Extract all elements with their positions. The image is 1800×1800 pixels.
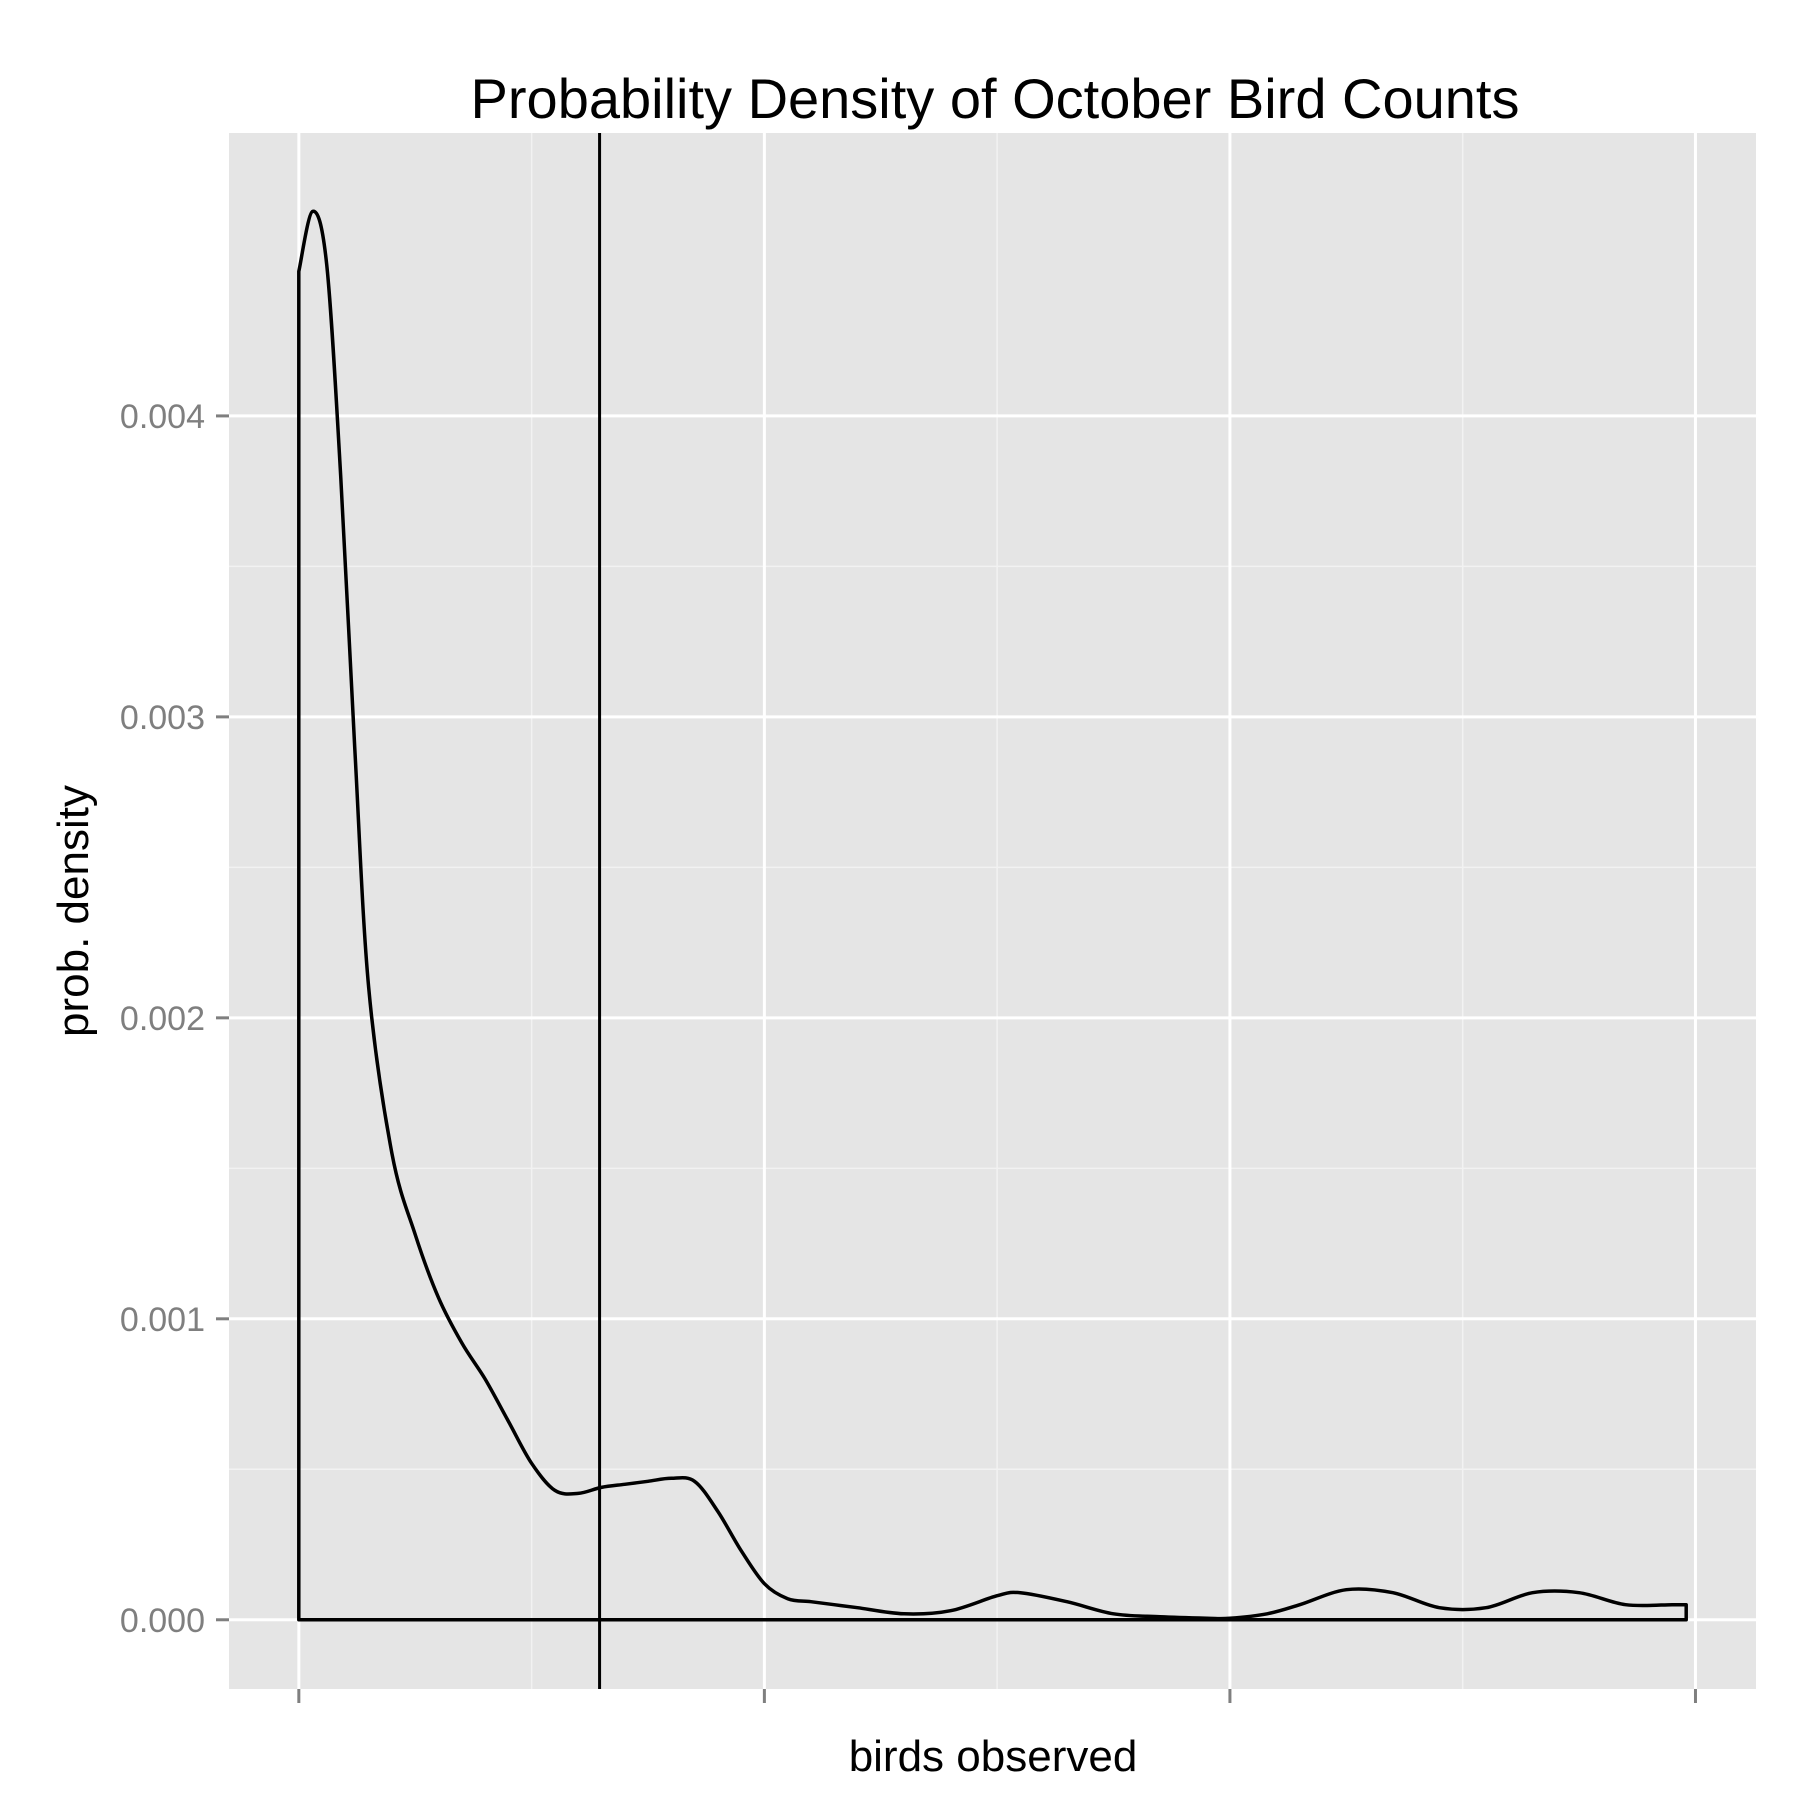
y-tick-label: 0.004 [120, 398, 205, 436]
x-axis-label: birds observed [849, 1732, 1138, 1781]
density-layer [297, 133, 1688, 1689]
plot-panel [229, 133, 1756, 1689]
y-tick-label: 0.000 [120, 1602, 205, 1640]
y-axis-label: prob. density [49, 785, 98, 1037]
density-curve [297, 209, 1688, 1622]
axis-ticks: 0.000 0.001 0.002 0.003 0.004 [120, 398, 1697, 1703]
y-tick-label: 0.002 [120, 1000, 205, 1038]
y-tick-label: 0.003 [120, 699, 205, 737]
y-tick-label: 0.001 [120, 1301, 205, 1339]
chart-title: Probability Density of October Bird Coun… [471, 67, 1520, 130]
